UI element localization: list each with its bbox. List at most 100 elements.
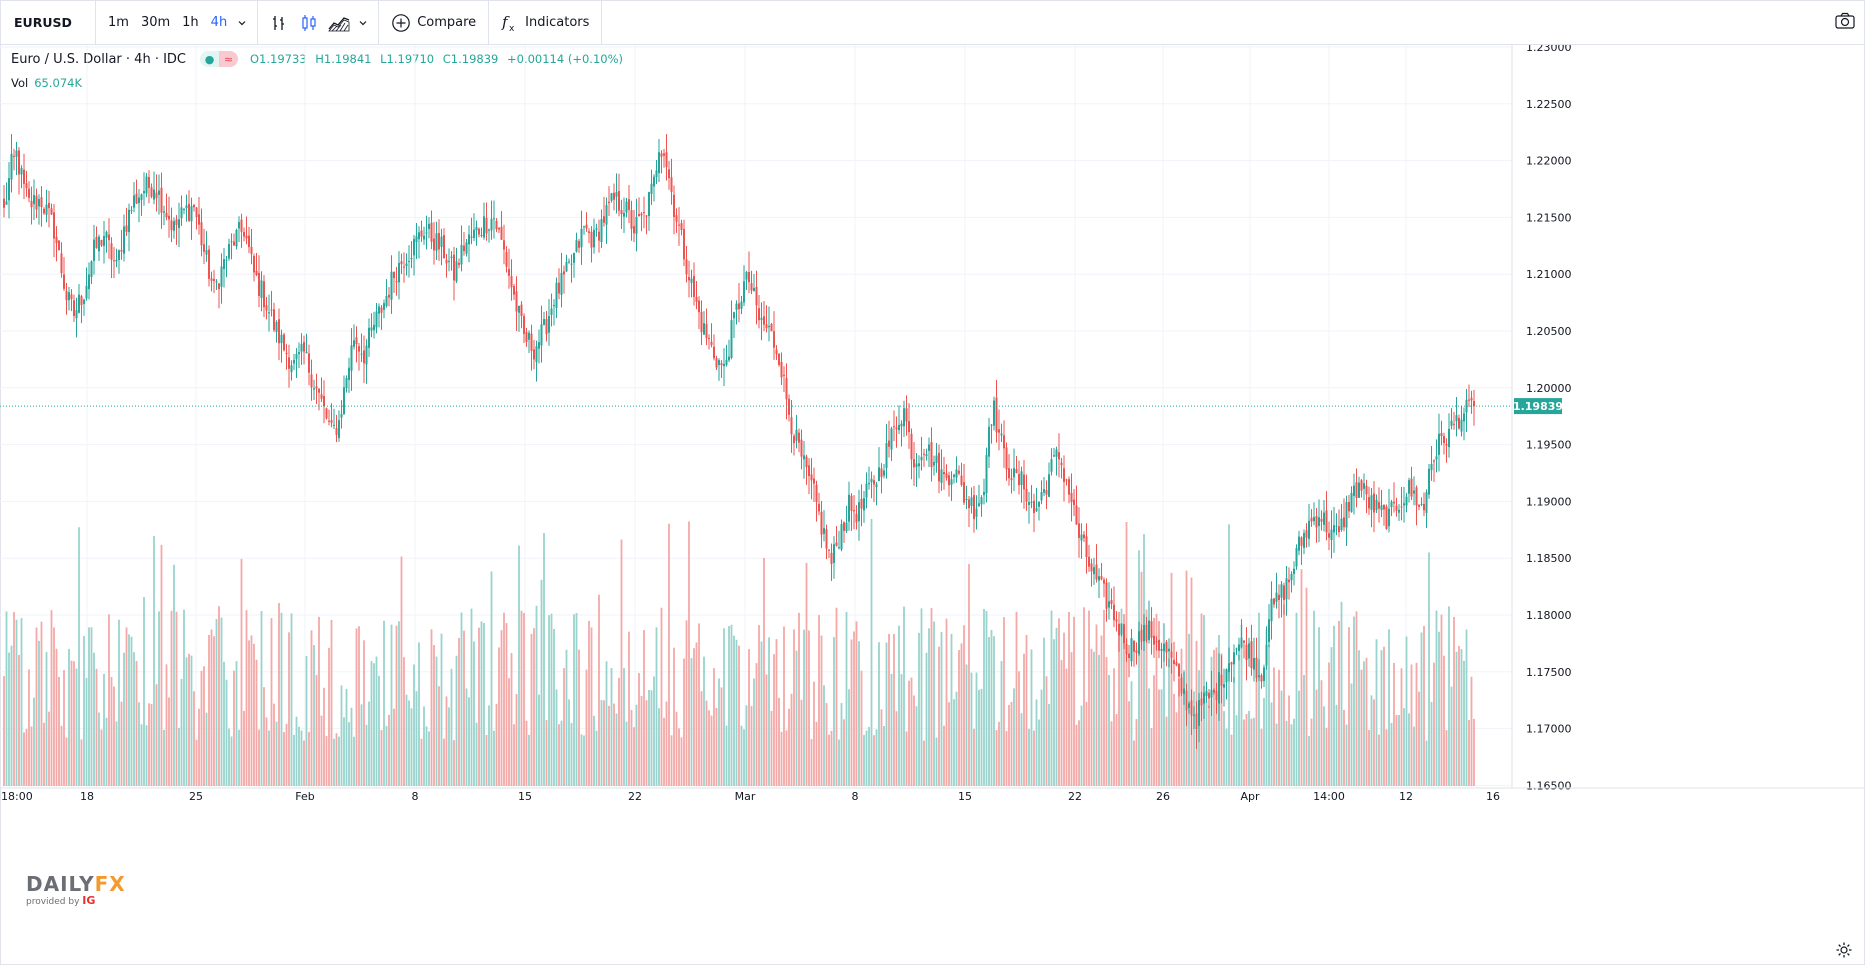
volume-bar [853,631,855,786]
volume-bar [40,621,43,786]
candle-body [620,210,623,215]
candle-body [725,359,728,365]
volume-bar [368,701,370,786]
candle-body [1123,624,1125,644]
volume-bar [1263,698,1265,786]
gear-icon[interactable] [1835,941,1853,963]
volume-bar [38,640,40,786]
chevron-down-icon[interactable] [233,18,251,28]
volume-bar [433,645,435,786]
volume-bar [1093,651,1095,786]
camera-icon[interactable] [1834,11,1856,31]
candle-body [333,424,335,426]
volume-bar [460,612,463,786]
candle-body [1273,598,1275,605]
candle-body [48,202,50,209]
volume-bar [108,614,110,786]
candle-body [455,261,458,282]
series-status-badge[interactable]: ● ≈ [200,51,238,67]
candle-body [1280,584,1283,598]
volume-bar [150,703,153,786]
candle-body [240,219,243,232]
candle-body [123,226,125,254]
candle-body [1318,517,1320,526]
candle-body [1023,474,1025,490]
candle-body [750,283,753,291]
candles-style-icon[interactable] [294,14,324,32]
volume-bar [750,706,753,786]
bar-style-icon[interactable] [264,14,294,32]
candle-body [1048,474,1050,497]
volume-bar [170,610,173,786]
volume-bar [1395,715,1398,786]
volume-bar [33,697,35,786]
candle-body [143,191,145,194]
volume-bar [890,673,893,786]
interval-30m[interactable]: 30m [140,15,171,30]
volume-bar [1443,655,1445,786]
volume-bar [353,736,355,786]
approx-icon: ≈ [219,51,238,67]
chevron-down-icon[interactable] [354,18,372,28]
candle-body [825,529,828,549]
volume-bar [1335,704,1338,786]
volume-bar [1003,617,1005,786]
candle-body [1010,478,1013,480]
area-style-icon[interactable] [324,14,354,32]
candle-body [98,236,100,252]
interval-1h[interactable]: 1h [182,15,199,30]
candle-body [1240,637,1243,648]
volume-bar [50,610,53,786]
candle-body [963,482,965,503]
volume-bar [1348,627,1350,786]
volume-bar [1415,662,1418,786]
volume-bar [1278,669,1280,786]
volume-bar [958,650,960,786]
candle-body [415,236,418,243]
volume-bar [93,652,95,786]
candle-body [948,475,950,486]
candle-body [53,212,55,239]
candle-body [1160,648,1163,651]
volume-bar [1068,611,1070,786]
candle-body [528,332,530,340]
candle-body [368,327,370,348]
symbol-search[interactable]: EURUSD [1,1,96,44]
volume-bar [960,643,963,786]
volume-bar [253,643,255,786]
candle-body [840,524,843,550]
price-chart[interactable]: 1.23000 1.22500 1.22000 1.21500 1.21000 1.205… [0,45,1865,963]
volume-bar [713,668,715,786]
volume-bar [1350,683,1353,786]
volume-bar [695,642,698,786]
interval-4h[interactable]: 4h [210,15,228,30]
candle-body [1120,623,1123,635]
candle-body [933,462,935,466]
volume-bar [443,738,445,786]
volume-bar [803,629,805,786]
candle-body [783,374,785,376]
candle-body [678,224,680,226]
candle-body [390,271,393,300]
volume-bar [383,620,385,786]
volume-bar [1123,641,1125,786]
candle-body [1385,506,1388,530]
candle-body [1418,505,1420,507]
compare-button[interactable]: Compare [385,13,482,33]
volume-bar [580,734,583,786]
candle-body [530,333,533,351]
series-title[interactable]: Euro / U.S. Dollar · 4h · IDC [11,51,186,67]
volume-bar [1045,676,1048,786]
volume-bar [903,606,905,786]
candle-body [1268,619,1270,643]
candle-body [758,308,760,321]
volume-bar [1285,720,1288,786]
volume-bar [73,661,75,786]
candle-body [1195,713,1198,729]
candle-body [688,276,690,281]
volume-bar [1073,616,1075,786]
interval-1m[interactable]: 1m [108,15,129,30]
volume-bar [23,732,25,786]
volume-bar [508,678,510,786]
